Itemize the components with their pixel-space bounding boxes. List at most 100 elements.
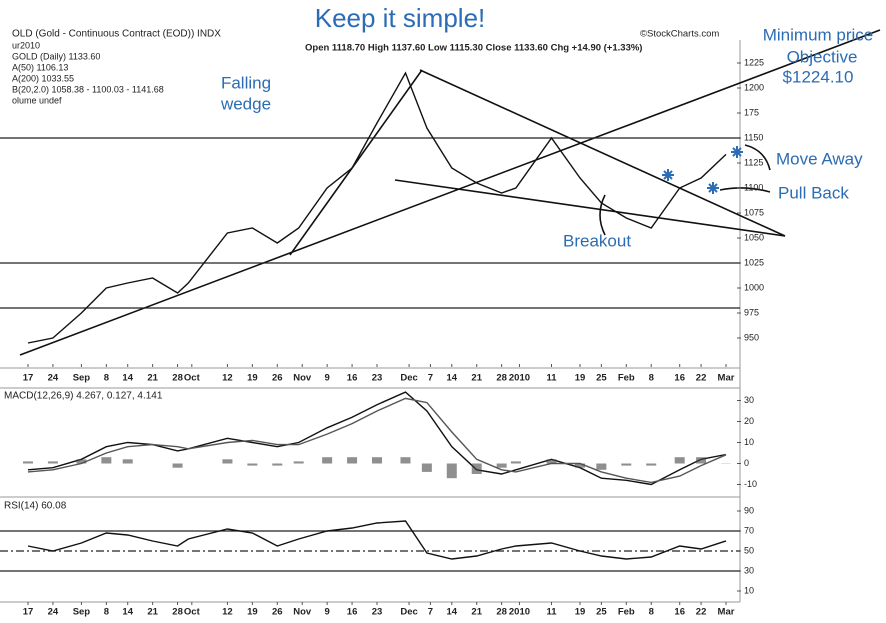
- histogram-bar: [674, 457, 685, 464]
- histogram-bar: [47, 461, 58, 464]
- y-tick-label: -10: [744, 479, 757, 489]
- y-tick-label: 1200: [744, 82, 764, 92]
- series-line: [27, 71, 727, 344]
- x-tick-label: Feb: [618, 373, 635, 384]
- y-tick-label: 975: [744, 307, 759, 317]
- star: [662, 169, 674, 181]
- x-tick-label: 22: [696, 373, 707, 384]
- x-tick-label: 14: [122, 373, 133, 384]
- x-tick-label: 21: [471, 607, 482, 618]
- x-tick-label: 7: [428, 607, 433, 618]
- legend-line: GOLD (Daily) 1133.60: [12, 51, 100, 61]
- x-tick-label: 9: [324, 607, 329, 618]
- legend-line: B(20,2.0) 1058.38 - 1100.03 - 1141.68: [12, 84, 164, 94]
- histogram-bar: [101, 457, 112, 464]
- x-tick-label: 16: [347, 607, 358, 618]
- x-tick-label: 8: [104, 607, 109, 618]
- histogram-bar: [471, 463, 482, 474]
- x-tick-label: 14: [122, 607, 133, 618]
- x-tick-label: Dec: [400, 607, 417, 618]
- x-tick-label: 19: [575, 373, 586, 384]
- x-tick-label: 2010: [509, 607, 530, 618]
- y-tick-label: 1025: [744, 257, 764, 267]
- histogram-bar: [400, 457, 411, 464]
- x-tick-label: 16: [347, 373, 358, 384]
- y-tick-label: 1150: [744, 132, 763, 142]
- arrow: [719, 187, 771, 193]
- x-tick-label: Oct: [184, 373, 201, 384]
- histogram-bar: [247, 463, 258, 466]
- series-line: [27, 397, 727, 484]
- histogram-bar: [446, 463, 457, 479]
- histogram-bar: [421, 463, 432, 472]
- x-tick-label: Mar: [718, 373, 735, 384]
- star: [707, 182, 719, 194]
- y-tick-label: 1050: [744, 232, 764, 242]
- x-tick-label: Sep: [73, 373, 91, 384]
- x-tick-label: 28: [496, 373, 507, 384]
- histogram-bar: [696, 457, 707, 464]
- annotation: Pull Back: [778, 183, 849, 202]
- x-tick-label: 8: [649, 373, 654, 384]
- x-tick-label: 16: [674, 607, 685, 618]
- x-tick-label: 2010: [509, 373, 530, 384]
- annotation: Minimum price: [763, 25, 874, 44]
- y-tick-label: 175: [744, 107, 759, 117]
- x-tick-label: 24: [48, 607, 59, 618]
- y-tick-label: 30: [744, 565, 754, 575]
- y-tick-label: 1100: [744, 182, 763, 192]
- x-tick-label: 9: [324, 373, 329, 384]
- y-tick-label: 10: [744, 437, 754, 447]
- x-tick-label: 25: [596, 607, 607, 618]
- y-tick-label: 90: [744, 505, 754, 515]
- x-tick-label: Oct: [184, 607, 201, 618]
- x-tick-label: 26: [272, 373, 283, 384]
- x-tick-label: Nov: [293, 607, 312, 618]
- y-tick-label: 50: [744, 545, 754, 555]
- arrow: [599, 194, 606, 236]
- histogram-bar: [510, 461, 521, 464]
- trendline: [289, 69, 423, 256]
- x-tick-label: Dec: [400, 373, 417, 384]
- x-tick-label: 11: [546, 373, 557, 384]
- x-tick-label: 8: [104, 373, 109, 384]
- legend-line: A(50) 1106.13: [12, 62, 68, 72]
- histogram-bar: [272, 463, 283, 466]
- y-tick-label: 1075: [744, 207, 764, 217]
- histogram-bar: [122, 459, 133, 464]
- x-tick-label: 19: [575, 607, 586, 618]
- histogram-bar: [322, 457, 333, 464]
- x-tick-label: Mar: [718, 607, 735, 618]
- trendline: [19, 29, 881, 356]
- x-tick-label: 26: [272, 607, 283, 618]
- x-tick-label: 14: [446, 607, 457, 618]
- y-tick-label: 10: [744, 585, 754, 595]
- pane-title: RSI(14) 60.08: [4, 501, 67, 512]
- x-tick-label: 22: [696, 607, 707, 618]
- markers: [662, 146, 743, 194]
- histogram-bar: [23, 461, 33, 464]
- histogram-bar: [372, 457, 382, 464]
- x-tick-label: Sep: [73, 607, 91, 618]
- x-tick-label: 7: [428, 373, 433, 384]
- x-tick-label: 24: [48, 373, 59, 384]
- histogram-bar: [496, 463, 507, 468]
- y-tick-label: 950: [744, 332, 759, 342]
- x-tick-label: 21: [147, 607, 158, 618]
- annotation: Objective: [787, 47, 858, 66]
- x-tick-label: 11: [546, 607, 557, 618]
- histogram-bar: [293, 461, 304, 464]
- x-tick-label: 8: [649, 607, 654, 618]
- histogram-bar: [172, 463, 183, 468]
- annotation: Move Away: [776, 149, 863, 168]
- y-tick-label: 1225: [744, 57, 764, 67]
- wedge-upper: [419, 69, 786, 237]
- arrow: [744, 144, 771, 171]
- x-tick-label: 16: [674, 373, 685, 384]
- x-tick-label: 12: [222, 607, 233, 618]
- trendlines: [19, 29, 881, 356]
- histogram-bar: [347, 457, 358, 464]
- histogram-bar: [546, 459, 557, 464]
- y-tick-label: 1125: [744, 157, 763, 167]
- y-tick-label: 1000: [744, 282, 764, 292]
